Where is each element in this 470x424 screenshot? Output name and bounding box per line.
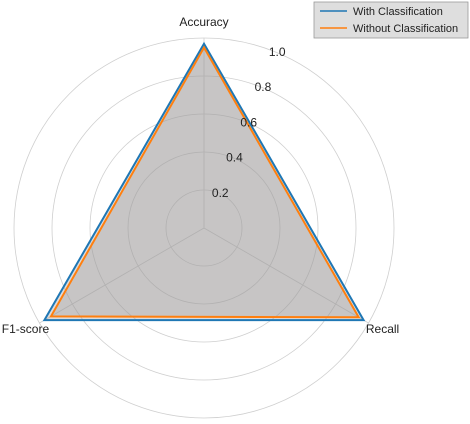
legend: With Classification Without Classificati… — [313, 1, 469, 39]
spoke-2 — [39, 227, 205, 324]
radar-series — [42, 41, 366, 322]
radial-tick-label: 0.6 — [240, 115, 257, 129]
radial-tick-labels: 0.2 0.4 0.6 0.8 1.0 — [212, 45, 286, 200]
axis-label-f1-score: F1-score — [2, 322, 50, 336]
axis-label-recall: Recall — [366, 322, 399, 336]
legend-label-with-classification: With Classification — [353, 6, 443, 18]
legend-label-without-classification: Without Classification — [353, 23, 458, 35]
radial-tick-label: 0.8 — [255, 80, 272, 94]
radar-fill — [44, 43, 364, 321]
axis-labels: Accuracy Recall F1-score — [2, 15, 399, 336]
radar-spokes — [39, 38, 369, 324]
series-fill-0 — [44, 43, 364, 321]
legend-box — [313, 1, 469, 39]
radial-tick-label: 1.0 — [269, 45, 286, 59]
radial-tick-label: 0.2 — [212, 186, 229, 200]
series-fill-1 — [50, 47, 359, 318]
radial-tick-label: 0.4 — [226, 151, 243, 165]
spoke-1 — [203, 227, 369, 324]
series-line-0 — [42, 41, 366, 322]
axis-label-accuracy: Accuracy — [179, 15, 228, 29]
series-line-1 — [49, 45, 361, 319]
